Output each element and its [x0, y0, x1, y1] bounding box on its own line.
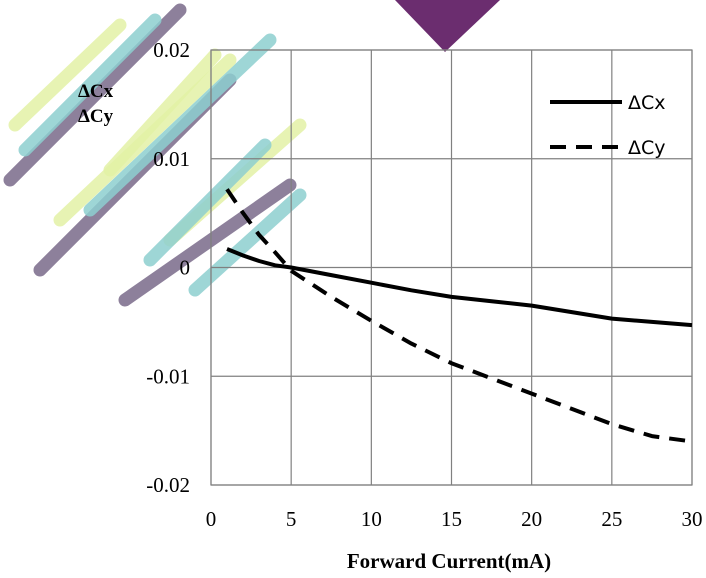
- watermark-stripe: [118, 178, 297, 307]
- legend-label-cx: ΔCx: [628, 92, 666, 114]
- watermark-stripe: [83, 33, 277, 217]
- y-tick-label: 0: [180, 256, 191, 280]
- x-tick-label: 30: [682, 507, 703, 531]
- x-tick-label: 5: [286, 507, 297, 531]
- y-axis-label-cx: ΔCx: [78, 81, 114, 102]
- x-tick-label: 20: [521, 507, 542, 531]
- plot-frame: [210, 49, 693, 486]
- watermark-stripes: [3, 3, 307, 307]
- y-tick-label: 0.02: [153, 38, 190, 62]
- series-line-cy: [225, 188, 693, 444]
- y-tick-label: -0.02: [146, 473, 190, 497]
- y-tick-label: -0.01: [146, 364, 190, 388]
- x-tick-label: 0: [206, 507, 217, 531]
- y-tick-labels: 0.02 0.01 0 -0.01 -0.02: [146, 38, 190, 497]
- watermark-stripe: [18, 13, 162, 157]
- x-axis-label: Forward Current(mA): [347, 549, 551, 573]
- y-tick-label: 0.01: [153, 147, 190, 171]
- series-lines: [225, 188, 693, 444]
- watermark-stripe: [103, 48, 222, 177]
- top-marker-chevron: [395, 0, 500, 52]
- legend-label-cy: ΔCy: [628, 137, 666, 159]
- series-line-cx: [226, 247, 693, 328]
- watermark-stripe: [188, 188, 307, 297]
- legend: ΔCx ΔCy: [550, 92, 666, 159]
- x-tick-label: 15: [441, 507, 462, 531]
- x-tick-labels: 0 5 10 15 20 25 30: [206, 507, 703, 531]
- x-tick-label: 10: [361, 507, 382, 531]
- watermark-stripe: [8, 18, 127, 132]
- watermark-stripe: [3, 3, 187, 187]
- x-tick-label: 25: [601, 507, 622, 531]
- watermark-stripe: [143, 138, 272, 267]
- y-axis-label-cy: ΔCy: [78, 106, 114, 127]
- plot-border: [210, 49, 693, 486]
